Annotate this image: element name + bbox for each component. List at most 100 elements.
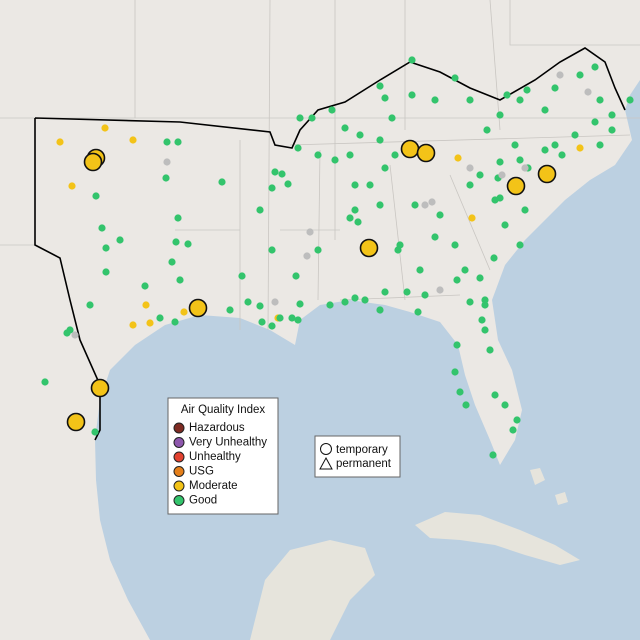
- site: [516, 241, 524, 249]
- legend-title: Air Quality Index: [181, 404, 266, 416]
- shape-label: permanent: [336, 458, 392, 470]
- legend-label: USG: [189, 466, 214, 478]
- site: [292, 272, 300, 280]
- site: [481, 296, 489, 304]
- legend-label: Moderate: [189, 480, 238, 492]
- site: [490, 254, 498, 262]
- temporary-site: [90, 378, 110, 398]
- site: [501, 401, 509, 409]
- site-no-data: [521, 164, 529, 172]
- legend-label: Very Unhealthy: [189, 437, 267, 449]
- site: [411, 201, 419, 209]
- temporary-site: [416, 143, 436, 163]
- site: [408, 56, 416, 64]
- site: [503, 91, 511, 99]
- permanent-symbol: [319, 456, 333, 470]
- site: [163, 138, 171, 146]
- site: [171, 318, 179, 326]
- site: [268, 246, 276, 254]
- site: [468, 214, 476, 222]
- site: [296, 114, 304, 122]
- site: [476, 171, 484, 179]
- site: [513, 416, 521, 424]
- legend-swatch: [173, 480, 185, 492]
- site: [381, 288, 389, 296]
- site: [608, 126, 616, 134]
- site: [408, 91, 416, 99]
- site-no-data: [71, 331, 79, 339]
- site: [596, 96, 604, 104]
- site: [366, 181, 374, 189]
- site: [509, 426, 517, 434]
- site: [466, 96, 474, 104]
- site: [156, 314, 164, 322]
- site: [294, 316, 302, 324]
- site: [314, 151, 322, 159]
- shape-legend-box: [314, 435, 401, 478]
- temporary-site: [537, 164, 557, 184]
- site: [521, 206, 529, 214]
- site-no-data: [436, 286, 444, 294]
- site: [331, 156, 339, 164]
- site: [238, 272, 246, 280]
- site: [466, 181, 474, 189]
- site: [63, 329, 71, 337]
- legend-swatch: [173, 495, 185, 506]
- site: [523, 86, 531, 94]
- site: [456, 388, 464, 396]
- site: [496, 111, 504, 119]
- site: [511, 141, 519, 149]
- site: [388, 114, 396, 122]
- temporary-site: [188, 298, 208, 318]
- site: [226, 306, 234, 314]
- site: [381, 164, 389, 172]
- site: [98, 224, 106, 232]
- site: [244, 298, 252, 306]
- site: [162, 174, 170, 182]
- site: [571, 131, 579, 139]
- site: [496, 158, 504, 166]
- site: [414, 308, 422, 316]
- site: [308, 114, 316, 122]
- site: [276, 314, 284, 322]
- site: [278, 170, 286, 178]
- site: [101, 124, 109, 132]
- site-no-data: [421, 201, 429, 209]
- site: [489, 451, 497, 459]
- temporary-symbol: [320, 443, 332, 455]
- site: [551, 141, 559, 149]
- legend-box: [167, 397, 279, 515]
- site-no-data: [271, 298, 279, 306]
- site: [346, 151, 354, 159]
- aqi-legend: Air Quality Index Hazardous Very Unhealth…: [167, 397, 279, 515]
- site: [142, 301, 150, 309]
- site: [56, 138, 64, 146]
- legend-label: Good: [189, 495, 217, 507]
- site: [102, 268, 110, 276]
- site: [346, 214, 354, 222]
- state-lines: [0, 0, 640, 331]
- cuba: [415, 512, 580, 565]
- site: [391, 151, 399, 159]
- site: [551, 84, 559, 92]
- site: [351, 294, 359, 302]
- site: [454, 154, 462, 162]
- site: [268, 184, 276, 192]
- site: [284, 180, 292, 188]
- site: [92, 192, 100, 200]
- site: [451, 368, 459, 376]
- site: [180, 308, 188, 316]
- legend-swatch: [173, 437, 185, 448]
- legend-swatch: [173, 466, 185, 477]
- site: [376, 201, 384, 209]
- site: [481, 326, 489, 334]
- legend-swatch: [173, 451, 185, 463]
- monitor-sites: [41, 56, 634, 459]
- legend-swatch: [173, 422, 185, 434]
- legend-label: Hazardous: [189, 422, 245, 434]
- temporary-site: [66, 412, 86, 432]
- site: [626, 96, 634, 104]
- site: [168, 258, 176, 266]
- site: [462, 401, 470, 409]
- site-no-data: [556, 71, 564, 79]
